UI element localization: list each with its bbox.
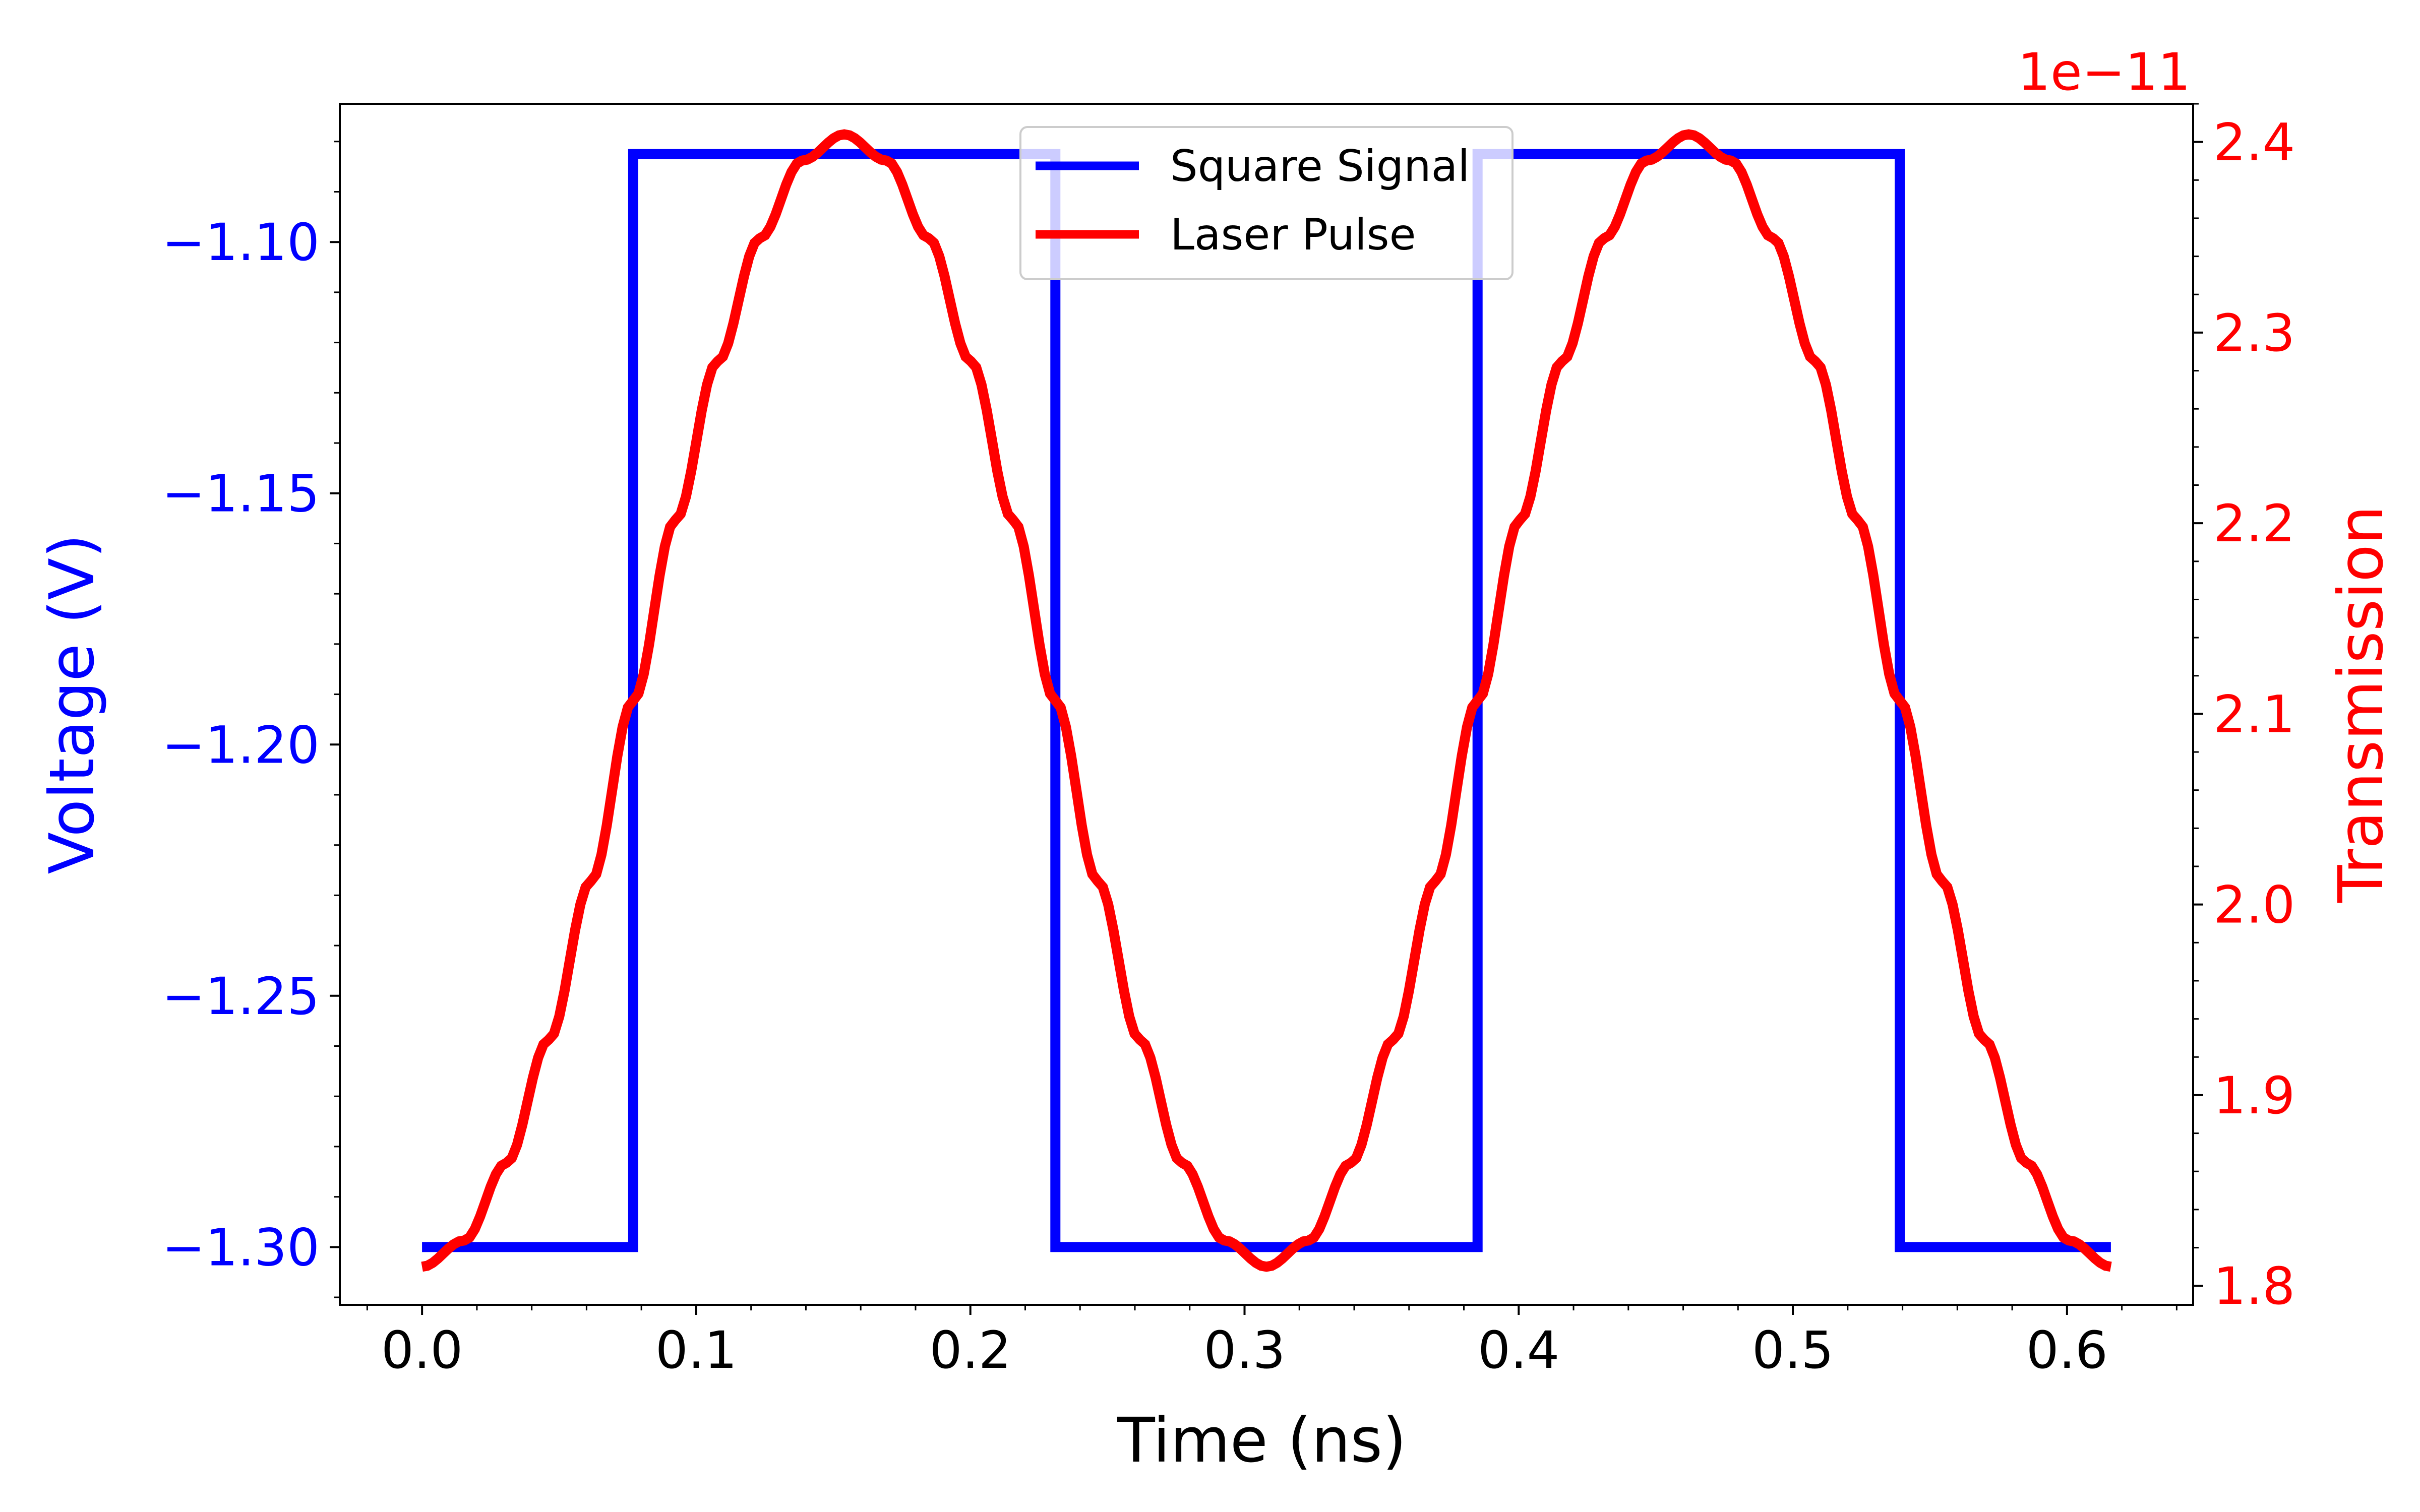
x-tick-label: 0.3	[1203, 1320, 1285, 1380]
y-right-tick-label: 2.2	[2213, 494, 2295, 554]
y-left-tick-label: −1.30	[162, 1218, 320, 1278]
legend-label-square-signal: Square Signal	[1170, 141, 1470, 192]
x-tick-label: 0.1	[655, 1320, 737, 1380]
y-left-axis: −1.10 −1.15 −1.20 −1.25 −1.30	[162, 141, 340, 1298]
x-tick-label: 0.4	[1478, 1320, 1559, 1380]
x-tick-label: 0.5	[1752, 1320, 1834, 1380]
x-tick-label: 0.6	[2026, 1320, 2108, 1380]
y-left-tick-label: −1.15	[162, 464, 320, 524]
y-right-axis-label: Transmission	[2325, 506, 2397, 903]
y-left-axis-label: Voltage (V)	[36, 534, 108, 874]
x-axis: 0.0 0.1 0.2 0.3 0.4 0.5 0.6	[366, 1305, 2177, 1380]
series-line-laser-pulse	[421, 129, 2112, 1272]
legend-box	[1019, 126, 1514, 280]
y-left-tick-label: −1.25	[162, 967, 320, 1027]
y-right-tick-label: 1.9	[2213, 1066, 2295, 1126]
y-right-tick-label: 2.1	[2213, 684, 2295, 744]
plot-frame	[339, 103, 2194, 1306]
y-right-tick-label: 2.3	[2213, 303, 2295, 363]
legend-label-laser-pulse: Laser Pulse	[1170, 210, 1416, 260]
y-left-tick-label: −1.20	[162, 715, 320, 775]
x-tick-label: 0.2	[930, 1320, 1011, 1380]
y-right-tick-label: 2.4	[2213, 113, 2295, 173]
x-axis-label: Time (ns)	[1117, 1405, 1406, 1476]
series-layer	[421, 129, 2112, 1272]
right-axis-offset-text: 1e−11	[2018, 42, 2191, 102]
y-right-axis: 1.8 1.9 2.0 2.1 2.2 2.3 2.4	[2193, 103, 2295, 1316]
plot-background	[340, 104, 2193, 1305]
y-left-tick-label: −1.10	[162, 213, 320, 273]
y-right-tick-label: 2.0	[2213, 875, 2295, 935]
x-tick-label: 0.0	[381, 1320, 463, 1380]
y-right-tick-label: 1.8	[2213, 1256, 2295, 1316]
legend: Square Signal Laser Pulse	[1019, 126, 1514, 280]
